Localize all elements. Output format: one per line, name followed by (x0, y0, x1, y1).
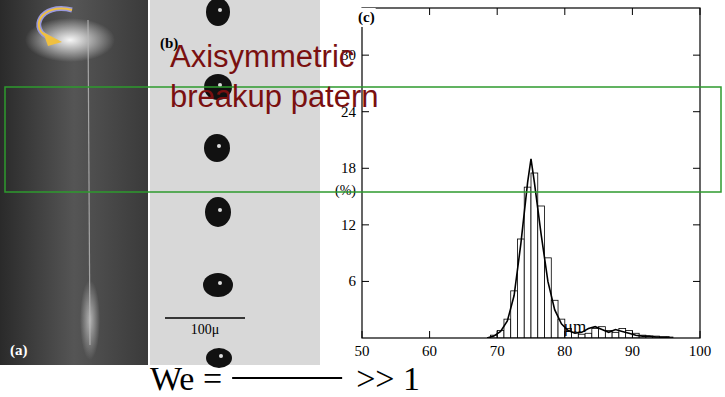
x-tick-label: 90 (625, 343, 640, 359)
y-tick (693, 55, 700, 56)
droplet-highlight (217, 144, 221, 148)
equation-right: >> 1 (356, 360, 420, 397)
bar (551, 300, 558, 338)
x-tick (497, 331, 498, 338)
bar (612, 332, 619, 338)
droplet-highlight (219, 354, 223, 358)
x-tick (632, 8, 633, 15)
panel-label: (c) (358, 9, 375, 26)
x-tick (564, 8, 565, 15)
scale-bar (165, 317, 245, 319)
arrow (39, 9, 72, 38)
x-tick (632, 331, 633, 338)
x-tick-label: 50 (355, 343, 370, 359)
fraction-bar (232, 377, 342, 379)
panel-label: (a) (10, 342, 28, 359)
x-tick (497, 8, 498, 15)
x-tick-label: 60 (422, 343, 437, 359)
bar (517, 239, 524, 338)
y-tick-label: 12 (341, 217, 356, 233)
plot-area (487, 159, 673, 338)
panel-a: (a) (0, 0, 148, 365)
droplet (204, 134, 230, 162)
y-tick (693, 281, 700, 282)
x-tick-label: 100 (689, 343, 712, 359)
y-tick (693, 168, 700, 169)
figure: (a)(b)100μ5060708090100612182430(%)μm(c)… (0, 0, 725, 397)
overlay-text: breakup patern (170, 79, 379, 114)
y-tick-label: 6 (349, 273, 357, 289)
y-tick (362, 224, 369, 225)
overlay-text: Axisymmetric (170, 39, 354, 74)
y-tick (362, 55, 369, 56)
arrow (39, 9, 72, 38)
droplet-highlight (218, 281, 222, 285)
bar (592, 329, 599, 338)
droplet (203, 273, 233, 297)
droplet (205, 197, 231, 227)
x-axis-title: μm (564, 317, 586, 336)
scale-label: 100μ (191, 322, 220, 337)
x-tick (429, 331, 430, 338)
droplet-highlight (218, 208, 222, 212)
x-tick (700, 8, 701, 15)
jet (88, 20, 90, 345)
y-tick-label: 18 (341, 160, 356, 176)
y-tick (362, 281, 369, 282)
x-tick (362, 331, 363, 338)
photo-a (0, 0, 148, 365)
bar (538, 206, 545, 338)
label-patch (357, 8, 376, 27)
y-tick (693, 111, 700, 112)
y-tick (693, 224, 700, 225)
x-tick (700, 331, 701, 338)
curve (487, 159, 670, 338)
arrow-head (43, 32, 62, 46)
droplet (206, 0, 230, 26)
x-tick (429, 8, 430, 15)
frame (362, 8, 700, 338)
equation-left: We = (150, 360, 222, 397)
droplet-highlight (218, 8, 222, 12)
x-tick-label: 70 (490, 343, 505, 359)
panel-c: 5060708090100612182430(%)μm(c) (322, 0, 725, 365)
chart-bg (322, 0, 725, 365)
x-tick-label: 80 (557, 343, 572, 359)
overlay: Axisymmetric breakup patern We = >> 1 (5, 39, 721, 397)
y-tick (362, 168, 369, 169)
